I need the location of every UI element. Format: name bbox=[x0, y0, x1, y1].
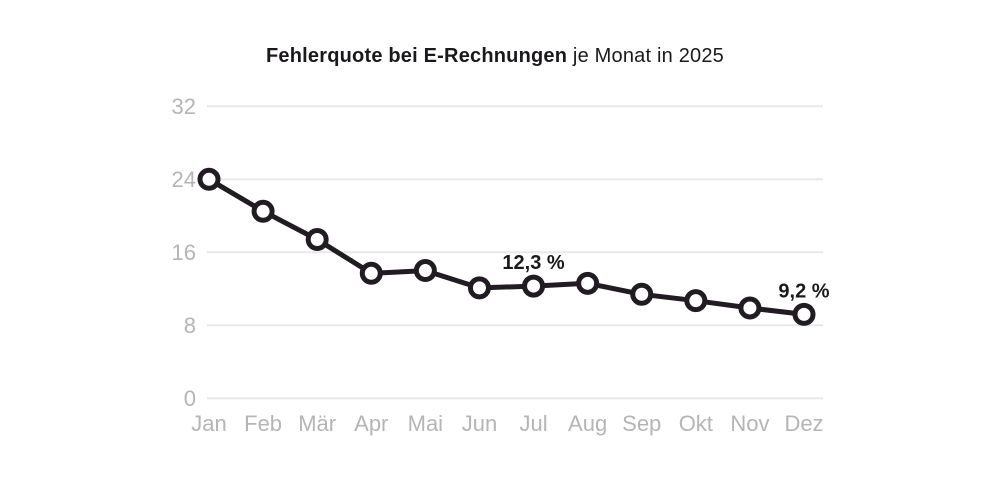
x-axis-tick-label-okt: Okt bbox=[679, 411, 713, 436]
data-point-jun bbox=[467, 276, 491, 300]
trend-line bbox=[206, 176, 807, 317]
chart-title: Fehlerquote bei E-Rechnungen je Monat in… bbox=[0, 45, 990, 68]
data-point-mai bbox=[413, 259, 437, 283]
x-axis-tick-label-feb: Feb bbox=[244, 411, 282, 436]
data-label-jul: 12,3 % bbox=[502, 252, 564, 274]
data-point-sep bbox=[630, 282, 654, 306]
x-axis-tick-label-aug: Aug bbox=[568, 411, 607, 436]
data-point-aug bbox=[576, 271, 600, 295]
x-axis-tick-label-mär: Mär bbox=[298, 411, 336, 436]
x-axis-tick-label-nov: Nov bbox=[730, 411, 769, 436]
y-axis-tick-label: 32 bbox=[172, 94, 196, 119]
x-axis-tick-label-dez: Dez bbox=[784, 411, 823, 436]
data-point-feb bbox=[251, 199, 275, 223]
data-point-apr bbox=[359, 261, 383, 285]
x-axis-tick-label-mai: Mai bbox=[408, 411, 443, 436]
data-point-mär bbox=[305, 228, 329, 252]
x-axis-tick-label-jun: Jun bbox=[462, 411, 497, 436]
data-point-nov bbox=[738, 296, 762, 320]
data-label-dez: 9,2 % bbox=[778, 280, 829, 302]
data-point-jul bbox=[522, 274, 546, 298]
x-axis-tick-label-jul: Jul bbox=[519, 411, 547, 436]
y-axis-tick-label: 0 bbox=[184, 386, 196, 411]
x-axis-tick-label-sep: Sep bbox=[622, 411, 661, 436]
x-axis-tick-label-apr: Apr bbox=[354, 411, 388, 436]
y-axis-tick-label: 24 bbox=[172, 167, 196, 192]
y-axis-tick-label: 16 bbox=[172, 240, 196, 265]
chart-title-main: Fehlerquote bei E-Rechnungen bbox=[265, 45, 568, 67]
data-point-dez bbox=[792, 302, 816, 326]
chart-title-suffix: je Monat in 2025 bbox=[567, 45, 725, 67]
data-point-jan bbox=[197, 167, 221, 191]
y-axis-tick-label: 8 bbox=[184, 313, 196, 338]
data-point-okt bbox=[684, 289, 708, 313]
x-axis-tick-label-jan: Jan bbox=[191, 411, 226, 436]
